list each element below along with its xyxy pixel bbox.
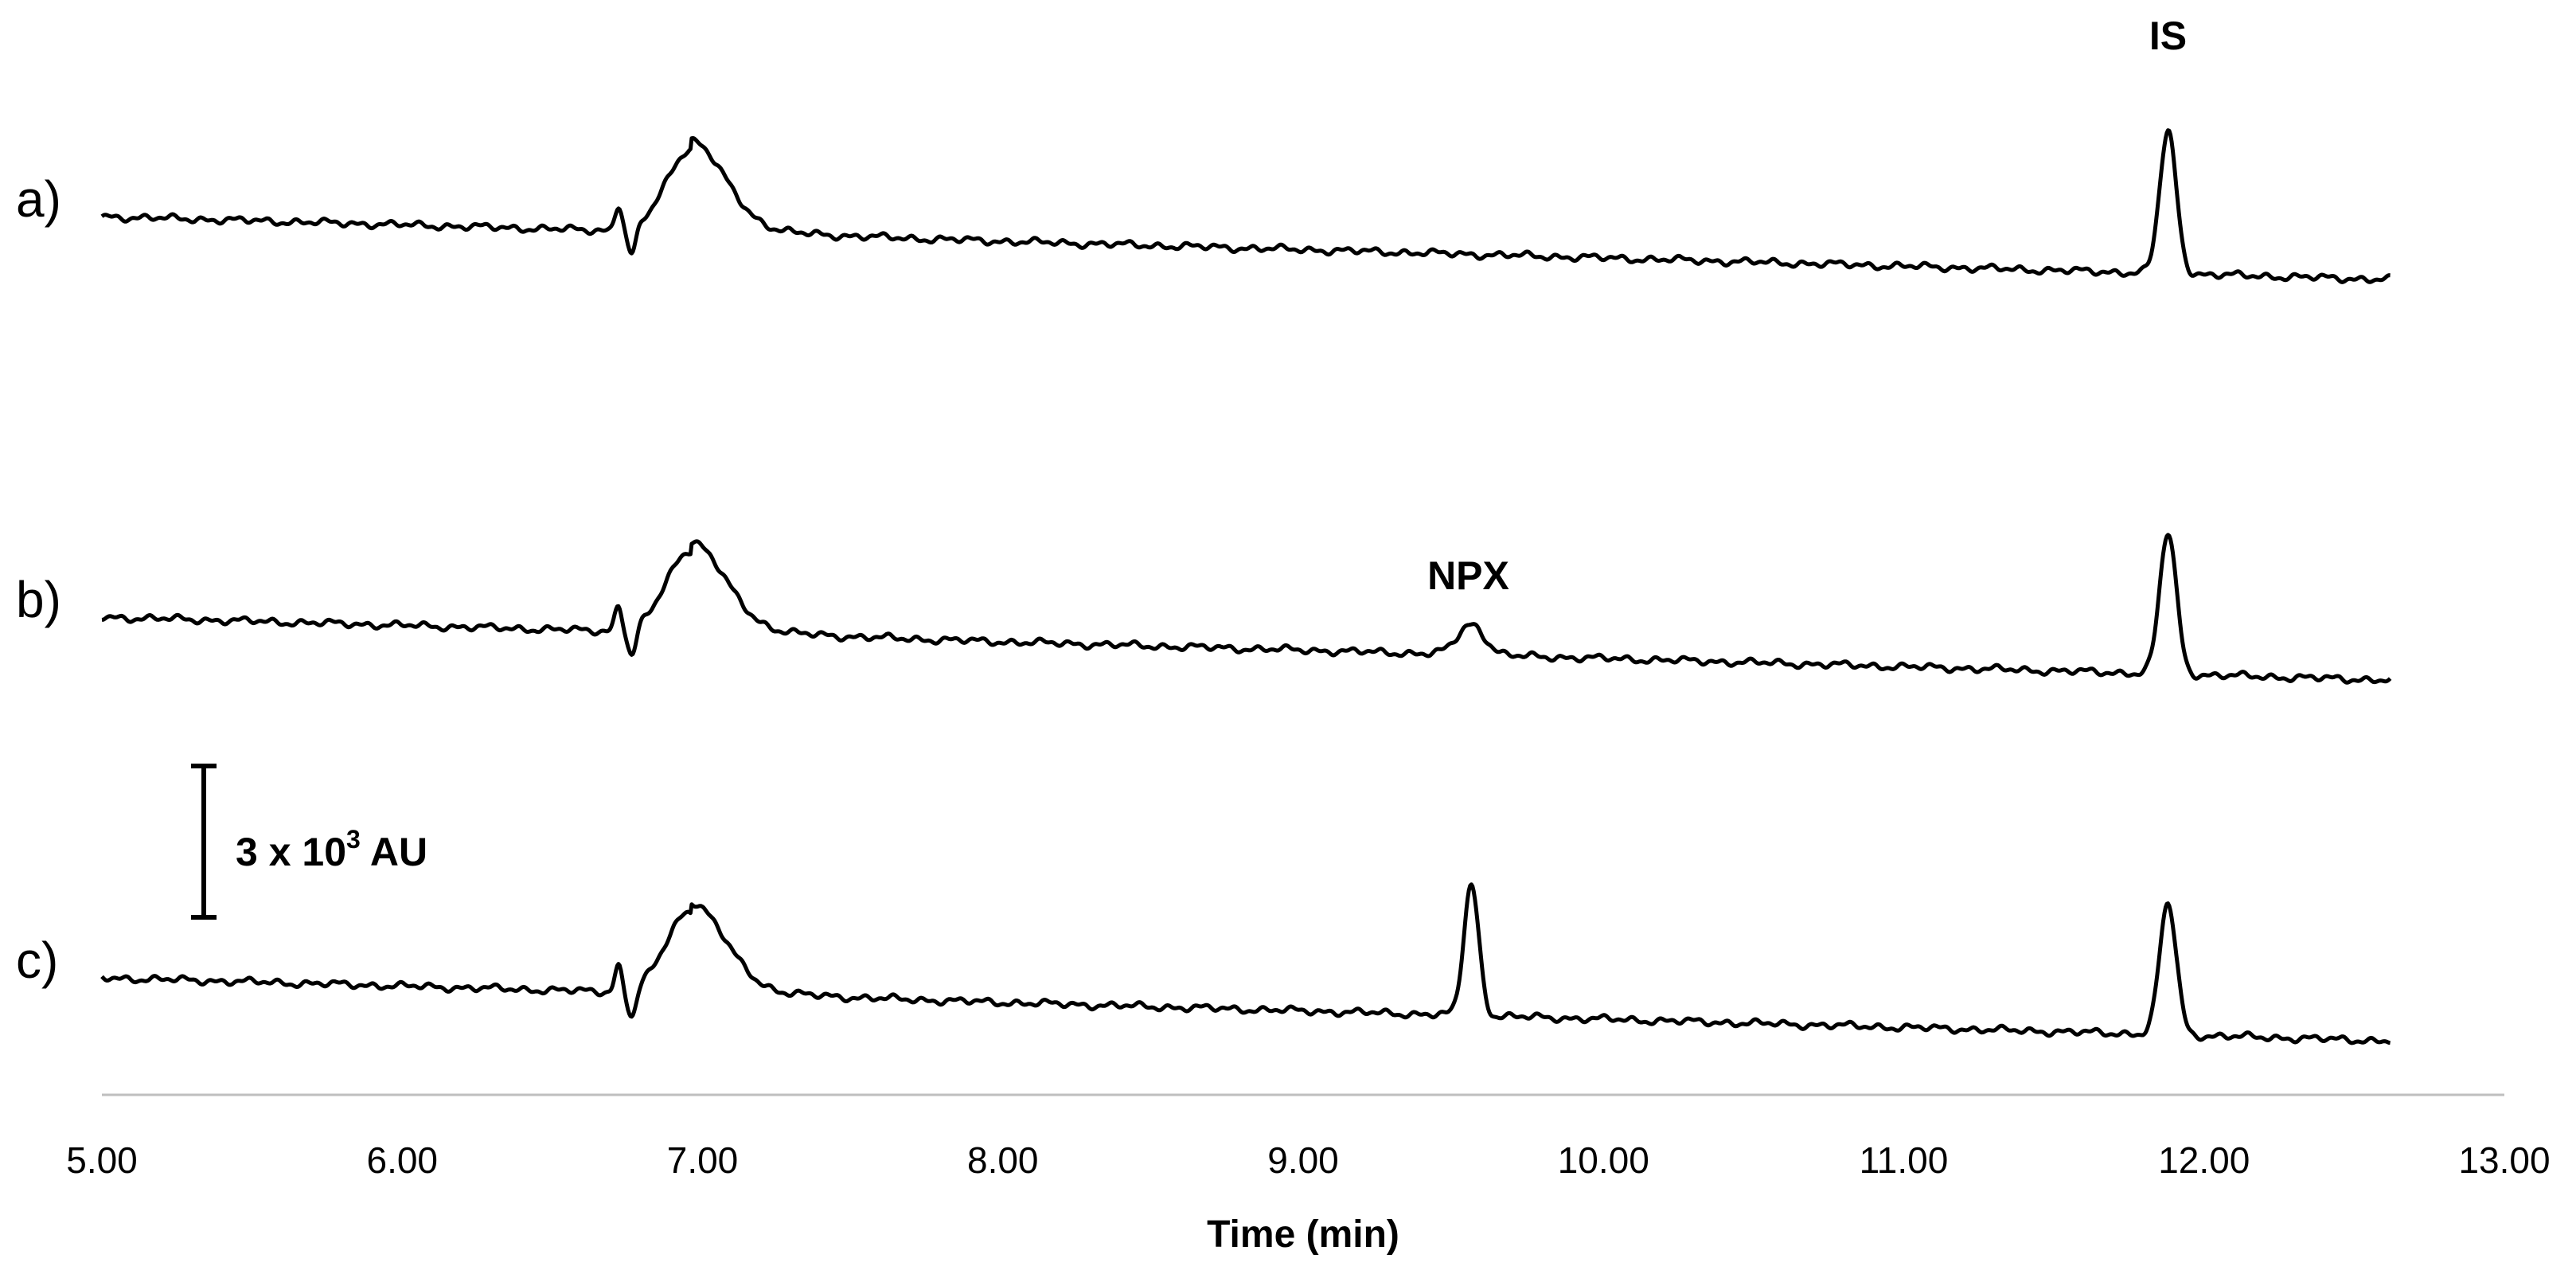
scale-bar-exponent: 3 — [346, 825, 361, 854]
trace-a — [100, 128, 2391, 284]
scale-bar-unit: AU — [370, 830, 427, 874]
trace-label-a: a) — [16, 170, 61, 228]
x-axis-title: Time (min) — [1207, 1213, 1399, 1256]
annotation-npx: NPX — [1427, 553, 1509, 598]
trace-c — [100, 882, 2391, 1045]
traces-group — [100, 128, 2392, 1045]
trace-label-c: c) — [16, 932, 58, 989]
x-tick-label: 11.00 — [1860, 1139, 1949, 1181]
scale-bar-unit-space — [361, 830, 370, 874]
x-tick-label: 10.00 — [1558, 1139, 1649, 1181]
x-tick-label: 13.00 — [2458, 1139, 2550, 1181]
x-tick-labels: 5.00 6.00 7.00 8.00 9.00 10.00 11.00 12.00 13.00 — [66, 1139, 2550, 1181]
scale-bar-label: 3 x 103 AU — [236, 825, 427, 874]
annotation-is: IS — [2149, 14, 2187, 58]
x-tick-label: 6.00 — [366, 1139, 438, 1181]
x-tick-label: 12.00 — [2158, 1139, 2250, 1181]
peak-annotations: IS NPX — [1427, 14, 2187, 598]
x-tick-label: 9.00 — [1267, 1139, 1339, 1181]
trace-b — [101, 533, 2392, 685]
x-tick-label: 8.00 — [967, 1139, 1039, 1181]
scale-bar-prefix: 3 x 10 — [236, 830, 346, 874]
x-tick-label: 7.00 — [667, 1139, 739, 1181]
series-labels: a) b) c) — [16, 170, 61, 989]
trace-label-b: b) — [16, 571, 61, 628]
scale-bar: 3 x 103 AU — [191, 764, 427, 920]
x-tick-label: 5.00 — [66, 1139, 138, 1181]
